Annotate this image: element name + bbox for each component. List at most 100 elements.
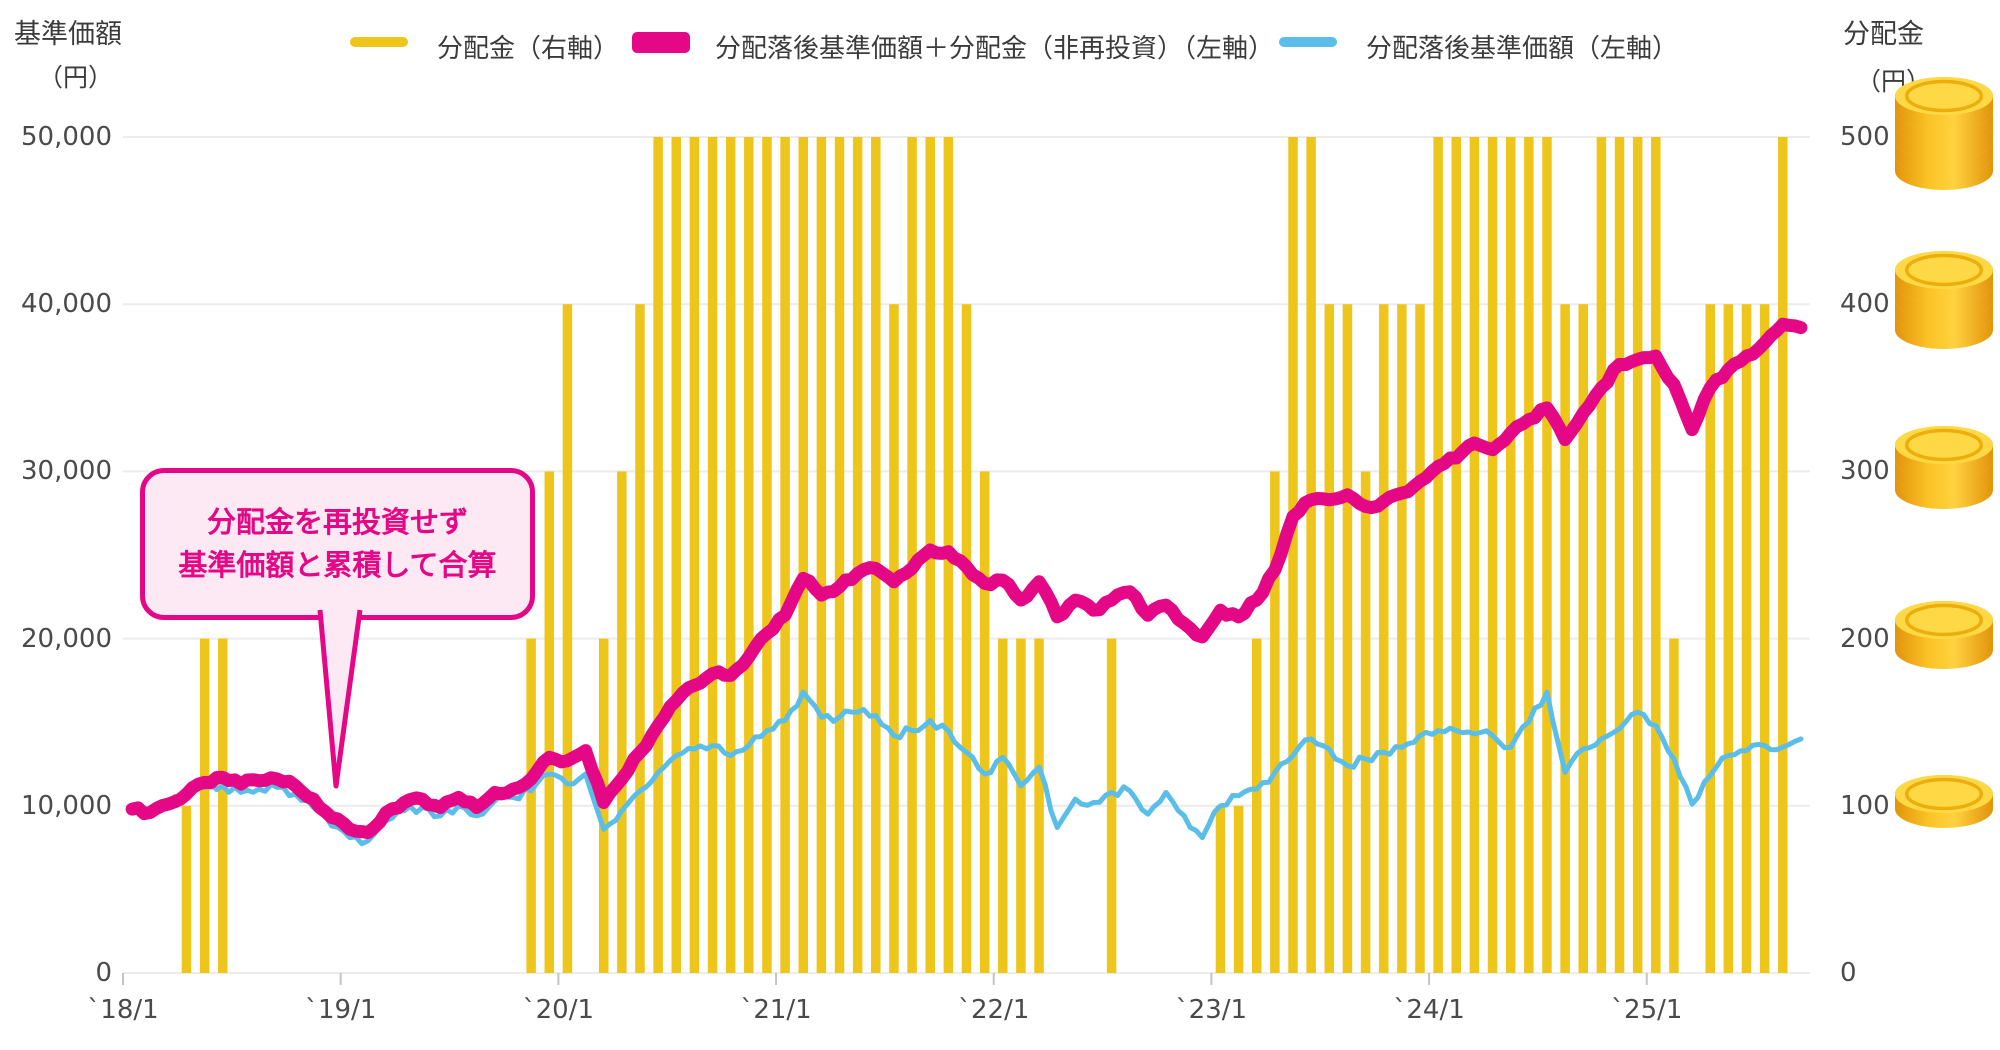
right-axis-tick-label: 0 xyxy=(1840,958,1857,988)
distribution-bar xyxy=(871,137,881,973)
distribution-bar xyxy=(1415,304,1425,973)
distribution-bar xyxy=(1669,638,1679,973)
x-axis-label: `25/1 xyxy=(1611,995,1683,1025)
right-axis-tick-label: 400 xyxy=(1840,289,1890,320)
distribution-bar xyxy=(617,471,627,973)
legend-swatch-distribution-icon xyxy=(350,37,408,47)
distribution-bar xyxy=(1324,304,1335,973)
distribution-bar xyxy=(1433,137,1443,973)
distribution-bar xyxy=(998,638,1008,973)
left-axis-tick-label: 20,000 xyxy=(21,623,112,654)
distribution-bar xyxy=(1251,638,1262,973)
distribution-bar xyxy=(181,805,192,973)
annotation-callout: 分配金を再投資せず 基準価額と累積して合算 xyxy=(140,468,535,620)
distribution-bar xyxy=(562,304,573,973)
legend-label-total-nav: 分配落後基準価額＋分配金（非再投資）（左軸） xyxy=(715,34,1275,64)
distribution-bar xyxy=(1233,805,1244,973)
distribution-bar xyxy=(199,638,210,973)
distribution-bar xyxy=(1288,137,1298,973)
distribution-bar xyxy=(526,638,536,973)
callout-tail xyxy=(317,609,363,789)
x-axis-label: `18/1 xyxy=(87,995,159,1025)
distribution-bar xyxy=(671,137,682,973)
distribution-bar xyxy=(1397,304,1407,973)
x-axis-label: `22/1 xyxy=(958,995,1030,1025)
coin-stack-300-icon xyxy=(1895,425,1993,509)
distribution-bar xyxy=(1306,137,1316,973)
distribution-bar xyxy=(907,137,917,973)
x-axis-label: `21/1 xyxy=(740,995,812,1025)
x-axis-label: `24/1 xyxy=(1393,995,1465,1025)
left-axis-tick-label: 50,000 xyxy=(21,122,112,152)
left-axis-tick-label: 40,000 xyxy=(21,289,112,320)
distribution-bar xyxy=(1487,137,1498,973)
distribution-bar xyxy=(1524,137,1534,973)
distribution-bar xyxy=(1270,471,1280,973)
distribution-bar xyxy=(1614,137,1625,973)
distribution-bar xyxy=(1560,304,1570,973)
right-axis-tick-label: 200 xyxy=(1840,623,1890,654)
distribution-bar xyxy=(1360,471,1371,973)
distribution-bar xyxy=(780,137,790,973)
coin-stack-400-icon xyxy=(1895,251,1993,350)
right-axis-title: 分配金 xyxy=(1843,19,1924,50)
legend-label-distribution: 分配金（右軸） xyxy=(437,34,620,64)
left-axis-title: 基準価額 xyxy=(14,19,122,50)
distribution-bar xyxy=(1723,304,1734,973)
distribution-bar xyxy=(762,137,772,973)
right-axis-tick-label: 500 xyxy=(1840,122,1890,152)
distribution-bar xyxy=(1505,137,1516,973)
annotation-line-2: 基準価額と累積して合算 xyxy=(178,548,497,582)
annotation-line-1: 分配金を再投資せず xyxy=(206,505,468,539)
distribution-bar xyxy=(1342,304,1353,973)
distribution-bar xyxy=(653,137,663,973)
left-axis-tick-label: 10,000 xyxy=(21,790,112,821)
distribution-bar xyxy=(852,137,863,973)
distribution-bar xyxy=(689,137,700,973)
distribution-bar xyxy=(1596,137,1607,973)
legend-swatch-nav-icon xyxy=(1279,37,1337,47)
x-axis-label: `23/1 xyxy=(1175,995,1248,1025)
distribution-bar xyxy=(1469,137,1480,973)
distribution-bar xyxy=(979,471,990,973)
legend: 分配金（右軸） 分配落後基準価額＋分配金（非再投資）（左軸） 分配落後基準価額（… xyxy=(0,0,2000,70)
x-axis-label: `20/1 xyxy=(522,995,595,1025)
distribution-bar xyxy=(725,137,736,973)
coin-stack-100-icon xyxy=(1895,775,1993,829)
distribution-bar xyxy=(1016,638,1026,973)
distribution-bar xyxy=(889,304,899,973)
distribution-bar xyxy=(1778,137,1788,973)
distribution-bar xyxy=(1034,638,1044,973)
distribution-bar xyxy=(544,471,555,973)
coin-stack-200-icon xyxy=(1895,600,1993,669)
left-axis-unit: （円） xyxy=(38,63,114,92)
right-axis-tick-label: 100 xyxy=(1840,790,1890,821)
distribution-bar xyxy=(1705,304,1715,973)
distribution-bar xyxy=(1759,304,1770,973)
distribution-bar xyxy=(1651,137,1661,973)
distribution-bar xyxy=(1378,304,1389,973)
left-axis-tick-label: 30,000 xyxy=(21,456,112,487)
distribution-bar xyxy=(798,137,808,973)
distribution-bar xyxy=(1215,805,1226,973)
distribution-bar xyxy=(744,137,754,973)
distribution-bar xyxy=(1542,137,1552,973)
distribution-bar xyxy=(218,638,228,973)
legend-swatch-total-nav-icon xyxy=(632,32,690,53)
distribution-bar xyxy=(834,137,845,973)
total-nav-line xyxy=(125,317,1808,840)
distribution-bar xyxy=(1106,638,1117,973)
distribution-bar xyxy=(1451,137,1462,973)
distribution-bar xyxy=(707,137,718,973)
distribution-bar xyxy=(635,304,645,973)
distribution-bar xyxy=(816,137,827,973)
legend-label-nav: 分配落後基準価額（左軸） xyxy=(1366,34,1679,64)
x-axis-label: `19/1 xyxy=(304,995,377,1025)
distribution-bar xyxy=(1578,304,1589,973)
distribution-bar xyxy=(1741,304,1752,973)
coin-stack-500-icon xyxy=(1895,76,1993,190)
left-axis-tick-label: 0 xyxy=(95,958,112,988)
distribution-bar xyxy=(961,304,972,973)
